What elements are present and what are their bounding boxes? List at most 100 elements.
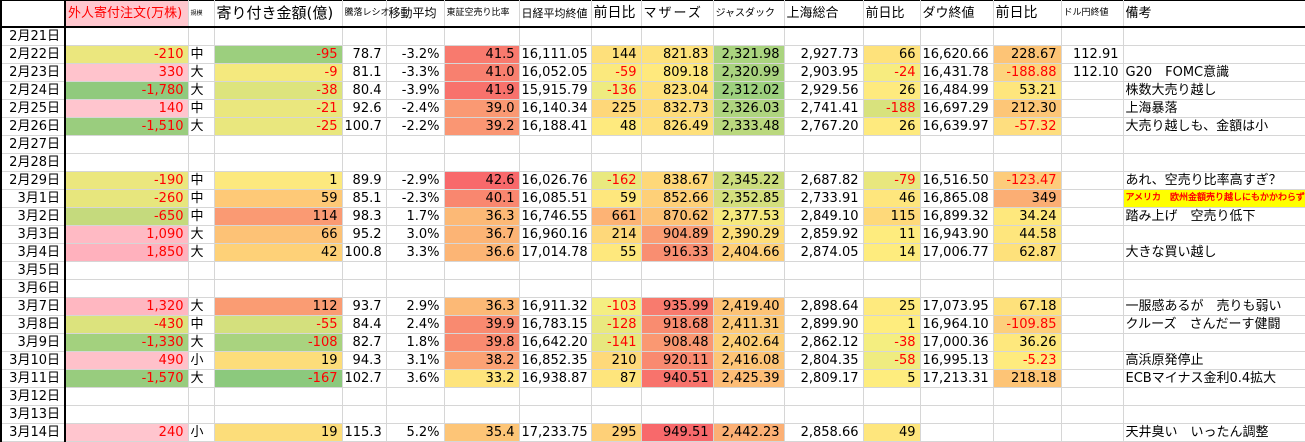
cell-ma[interactable]: 2.9%: [385, 297, 445, 316]
cell-nikkei[interactable]: [518, 405, 592, 424]
col-header-mothers[interactable]: マザーズ: [640, 0, 714, 28]
col-header-short[interactable]: 東証空売り比率: [443, 0, 520, 28]
cell-ratio[interactable]: 78.7: [341, 45, 387, 64]
cell-chg_nikkei[interactable]: [590, 135, 642, 154]
cell-dow[interactable]: 16,431.78: [919, 63, 994, 82]
cell-jasdaq[interactable]: 2,320.99: [712, 63, 785, 82]
cell-foreign[interactable]: -210: [64, 45, 189, 64]
cell-usdjpy[interactable]: [1060, 333, 1124, 352]
cell-chg_nikkei[interactable]: 225: [590, 99, 642, 118]
cell-chg_shanghai[interactable]: -58: [862, 351, 921, 370]
row-date[interactable]: 2月28日: [0, 153, 66, 172]
col-header-date[interactable]: [0, 0, 66, 28]
cell-usdjpy[interactable]: [1060, 405, 1124, 424]
cell-dow[interactable]: 16,964.10: [919, 315, 994, 334]
cell-jasdaq[interactable]: 2,416.08: [712, 351, 785, 370]
cell-short[interactable]: 39.9: [443, 315, 520, 334]
cell-chg_dow[interactable]: [992, 26, 1062, 46]
col-header-usdjpy[interactable]: ドル円終値: [1060, 0, 1124, 28]
cell-usdjpy[interactable]: [1060, 369, 1124, 388]
cell-chg_dow[interactable]: 34.24: [992, 207, 1062, 226]
cell-jasdaq[interactable]: 2,333.48: [712, 117, 785, 136]
cell-chg_nikkei[interactable]: -141: [590, 333, 642, 352]
cell-mothers[interactable]: 809.18: [640, 63, 714, 82]
cell-chg_shanghai[interactable]: -188: [862, 99, 921, 118]
cell-short[interactable]: 36.6: [443, 243, 520, 262]
cell-dow[interactable]: [919, 261, 994, 280]
cell-ratio[interactable]: 100.7: [341, 117, 387, 136]
cell-shanghai[interactable]: 2,767.20: [783, 117, 864, 136]
cell-foreign[interactable]: -1,780: [64, 81, 189, 100]
cell-foreign[interactable]: 1,850: [64, 243, 189, 262]
cell-chg_shanghai[interactable]: 14: [862, 243, 921, 262]
cell-ratio[interactable]: [341, 26, 387, 46]
cell-usdjpy[interactable]: [1060, 153, 1124, 172]
cell-remarks[interactable]: あれ、空売り比率高すぎ？: [1122, 171, 1305, 190]
cell-usdjpy[interactable]: [1060, 171, 1124, 190]
cell-amount[interactable]: 42: [213, 243, 343, 262]
cell-chg_shanghai[interactable]: [862, 387, 921, 406]
cell-jasdaq[interactable]: 2,312.02: [712, 81, 785, 100]
cell-ma[interactable]: -3.3%: [385, 63, 445, 82]
cell-usdjpy[interactable]: [1060, 297, 1124, 316]
cell-ratio[interactable]: 94.3: [341, 351, 387, 370]
cell-ratio[interactable]: 115.3: [341, 423, 387, 442]
cell-ma[interactable]: [385, 135, 445, 154]
row-date[interactable]: 3月9日: [0, 333, 66, 352]
cell-mothers[interactable]: [640, 405, 714, 424]
cell-chg_dow[interactable]: [992, 135, 1062, 154]
row-date[interactable]: 3月11日: [0, 369, 66, 388]
cell-usdjpy[interactable]: [1060, 26, 1124, 46]
cell-chg_shanghai[interactable]: 26: [862, 117, 921, 136]
cell-remarks[interactable]: [1122, 333, 1305, 352]
cell-shanghai[interactable]: [783, 153, 864, 172]
cell-dow[interactable]: 17,006.77: [919, 243, 994, 262]
cell-remarks[interactable]: 大売り越しも、金額は小: [1122, 117, 1305, 136]
cell-chg_shanghai[interactable]: [862, 135, 921, 154]
cell-shanghai[interactable]: [783, 26, 864, 46]
cell-dow[interactable]: [919, 135, 994, 154]
cell-ma[interactable]: -3.2%: [385, 45, 445, 64]
cell-chg_shanghai[interactable]: [862, 261, 921, 280]
cell-short[interactable]: [443, 387, 520, 406]
cell-amount[interactable]: 1: [213, 171, 343, 190]
cell-mothers[interactable]: [640, 135, 714, 154]
cell-foreign[interactable]: 1,090: [64, 225, 189, 244]
cell-short[interactable]: 41.5: [443, 45, 520, 64]
cell-jasdaq[interactable]: 2,321.98: [712, 45, 785, 64]
cell-shanghai[interactable]: 2,741.41: [783, 99, 864, 118]
col-header-nikkei[interactable]: 日経平均終値: [518, 0, 592, 28]
cell-chg_nikkei[interactable]: 661: [590, 207, 642, 226]
cell-chg_shanghai[interactable]: 11: [862, 225, 921, 244]
cell-size[interactable]: 中: [187, 45, 215, 64]
cell-dow[interactable]: [919, 405, 994, 424]
cell-remarks[interactable]: 大きな買い越し: [1122, 243, 1305, 262]
cell-amount[interactable]: [213, 279, 343, 298]
cell-ratio[interactable]: [341, 387, 387, 406]
row-date[interactable]: 2月21日: [0, 26, 66, 46]
cell-nikkei[interactable]: 16,026.76: [518, 171, 592, 190]
cell-amount[interactable]: 19: [213, 423, 343, 442]
cell-chg_nikkei[interactable]: -128: [590, 315, 642, 334]
cell-remarks[interactable]: クルーズ さんだーす健闘: [1122, 315, 1305, 334]
cell-shanghai[interactable]: 2,874.05: [783, 243, 864, 262]
cell-shanghai[interactable]: 2,849.10: [783, 207, 864, 226]
cell-size[interactable]: [187, 387, 215, 406]
cell-jasdaq[interactable]: [712, 279, 785, 298]
cell-short[interactable]: 41.9: [443, 81, 520, 100]
cell-usdjpy[interactable]: 112.10: [1060, 63, 1124, 82]
cell-short[interactable]: 39.0: [443, 99, 520, 118]
cell-shanghai[interactable]: [783, 387, 864, 406]
cell-jasdaq[interactable]: 2,390.29: [712, 225, 785, 244]
cell-remarks[interactable]: ECBマイナス金利0.4拡大: [1122, 369, 1305, 388]
cell-chg_nikkei[interactable]: -103: [590, 297, 642, 316]
cell-size[interactable]: [187, 261, 215, 280]
cell-mothers[interactable]: 838.67: [640, 171, 714, 190]
cell-ratio[interactable]: 82.7: [341, 333, 387, 352]
cell-short[interactable]: [443, 279, 520, 298]
cell-nikkei[interactable]: 16,111.05: [518, 45, 592, 64]
cell-chg_shanghai[interactable]: 26: [862, 81, 921, 100]
cell-usdjpy[interactable]: [1060, 189, 1124, 208]
cell-amount[interactable]: 66: [213, 225, 343, 244]
col-header-jasdaq[interactable]: ジャスダック: [712, 0, 785, 28]
